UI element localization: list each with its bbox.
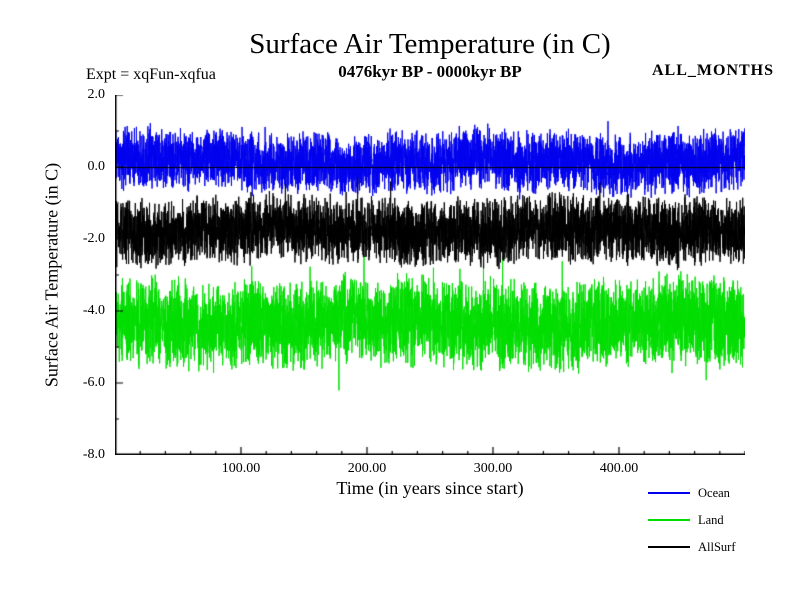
y-tick-label: -8.0 [82, 447, 105, 462]
y-axis-label: Surface Air Temperature (in C) [41, 162, 62, 388]
x-tick-label: 100.00 [221, 461, 261, 476]
y-tick-label: -2.0 [82, 231, 105, 246]
experiment-annotation: Expt = xqFun-xqfua [86, 66, 216, 83]
plot-canvas [115, 95, 745, 455]
x-tick-label: 300.00 [473, 461, 513, 476]
months-annotation: ALL_MONTHS [652, 62, 775, 79]
legend-label: Land [698, 513, 724, 527]
legend: Ocean Land AllSurf [648, 486, 736, 567]
legend-line-sample [648, 492, 690, 494]
x-axis-label: Time (in years since start) [336, 478, 524, 498]
legend-label: AllSurf [698, 540, 736, 554]
y-tick-label: 0.0 [87, 159, 106, 174]
legend-item: Land [648, 513, 736, 527]
y-tick-label: -6.0 [82, 375, 105, 390]
legend-line-sample [648, 546, 690, 548]
period-annotation: 0476kyr BP - 0000kyr BP [338, 62, 522, 81]
x-tick-label: 400.00 [599, 461, 639, 476]
chart-title: Surface Air Temperature (in C) [249, 28, 611, 60]
y-tick-label: 2.0 [87, 87, 106, 102]
legend-item: Ocean [648, 486, 736, 500]
legend-label: Ocean [698, 486, 730, 500]
y-tick-label: -4.0 [82, 303, 105, 318]
legend-line-sample [648, 519, 690, 521]
legend-item: AllSurf [648, 540, 736, 554]
x-tick-label: 200.00 [347, 461, 387, 476]
